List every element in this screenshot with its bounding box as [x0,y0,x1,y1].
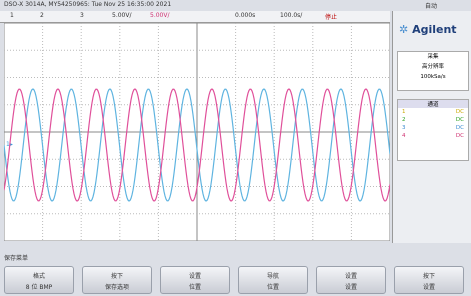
channel-row: 2 DC [398,116,468,124]
channel-label: 2 [40,12,44,19]
softkey-label: 设置 [161,271,229,280]
channel-cell: 2 [402,117,406,123]
brand: Agilent [412,23,456,36]
channel-row: 4 DC [398,132,468,140]
softkey-label: 按下 [83,271,151,280]
channel-label: 1 [10,12,14,19]
acquire-mode: 高分辨率 [398,62,468,72]
softkey-label: 位置 [161,282,229,291]
acquire-box: 采集 高分辨率 100kSa/s [397,51,469,91]
channels-title: 通道 [398,100,468,108]
header-title: DSO-X 3014A, MY54250965: Tue Nov 25 16:3… [4,1,171,8]
ch1-scale: 5.00V/ [112,12,132,19]
menu-title: 保存菜单 [4,253,28,262]
acquire-title: 采集 [398,52,468,62]
softkey[interactable]: 设置设置 [316,266,386,294]
ch2-scale: 5.00V/ [150,12,170,19]
trigger-mode: 自动 [425,1,437,10]
channels-box: 通道 1 DC 2 DC 3 DC 4 DC [397,99,469,161]
softkey-label: 格式 [5,271,73,280]
top-bar: 1 2 3 5.00V/ 5.00V/ 0.000s 100.0s/ 停止 [0,11,390,23]
softkey-label: 设置 [317,282,385,291]
softkey-label: 设置 [317,271,385,280]
channel-row: 3 DC [398,124,468,132]
waveform-display: T 1▸ [4,23,390,241]
scope-screen: DSO-X 3014A, MY54250965: Tue Nov 25 16:3… [0,0,471,296]
softkey[interactable]: 按下设置 [394,266,464,294]
channel-cell: 3 [402,125,406,131]
time-offset: 0.000s [235,12,255,19]
sample-rate: 100kSa/s [398,72,468,82]
softkey-label: 保存选项 [83,282,151,291]
channel-cell: 4 [402,133,406,139]
brand-logo: ✲ Agilent [399,23,457,36]
softkey-label: 位置 [239,282,307,291]
channel-cell: DC [456,117,464,123]
softkey[interactable]: 格式 8 位 BMP [4,266,74,294]
softkey-label: 导航 [239,271,307,280]
softkey[interactable]: 导航位置 [238,266,308,294]
softkey-label: 8 位 BMP [5,282,73,291]
softkey[interactable]: 按下保存选项 [82,266,152,294]
softkey-label: 按下 [395,271,463,280]
time-scale: 100.0s/ [280,12,302,19]
channel-cell: DC [456,133,464,139]
channel-cell: DC [456,109,464,115]
softkey-label: 设置 [395,282,463,291]
channel-label: 3 [80,12,84,19]
channel-cell: 1 [402,109,406,115]
channel-cell: DC [456,125,464,131]
run-status: 停止 [325,12,337,21]
channel-row: 1 DC [398,108,468,116]
softkey[interactable]: 设置位置 [160,266,230,294]
